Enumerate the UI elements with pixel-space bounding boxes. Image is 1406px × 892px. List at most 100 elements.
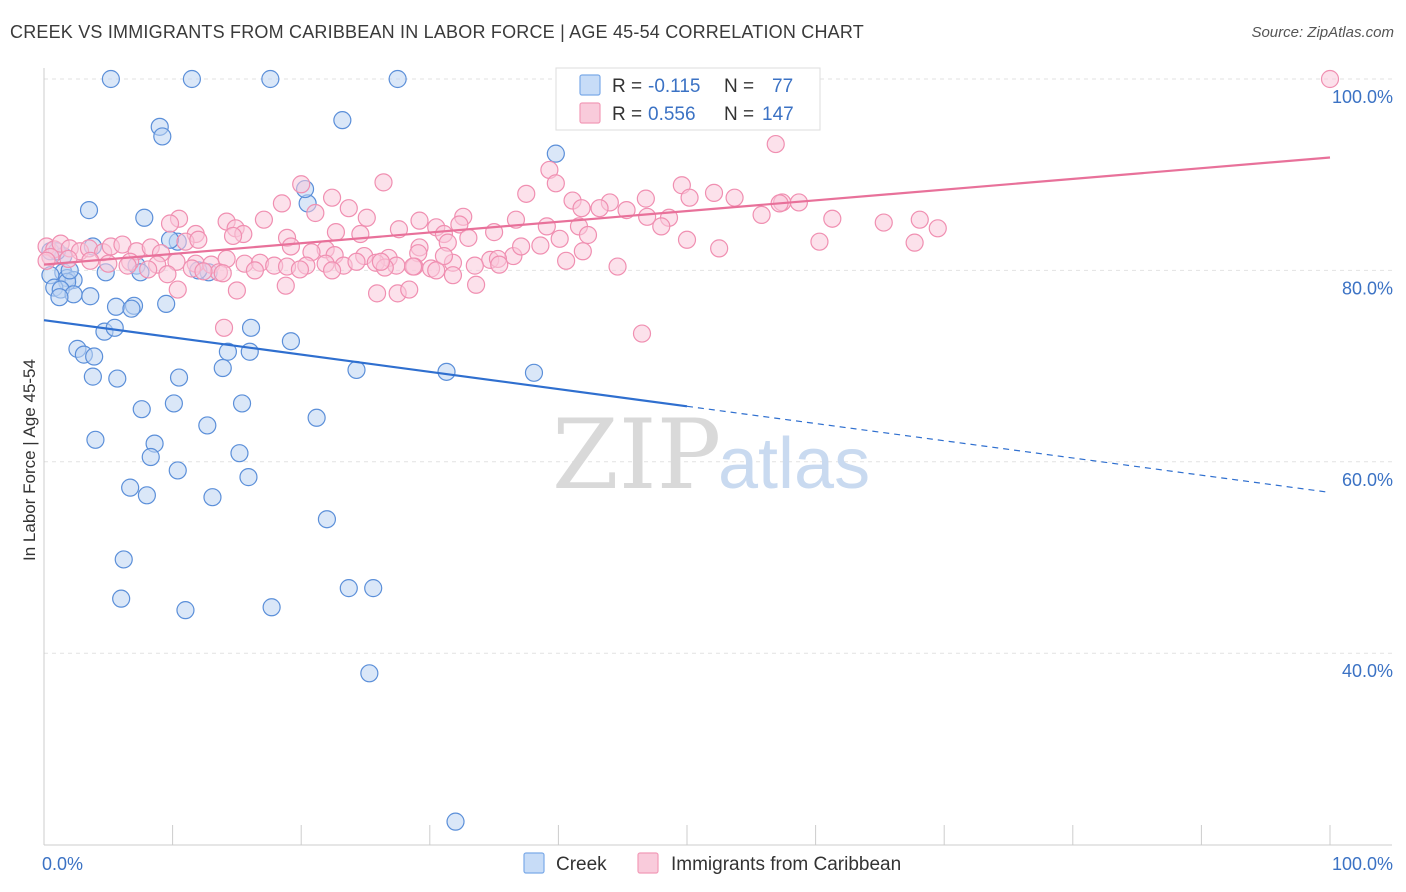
data-point bbox=[79, 201, 99, 220]
y-tick-label: 80.0% bbox=[1342, 278, 1393, 298]
data-point bbox=[351, 224, 370, 244]
legend-n-value: 77 bbox=[772, 76, 793, 97]
data-point bbox=[223, 226, 243, 246]
trend-lines bbox=[43, 156, 1331, 494]
data-point bbox=[141, 447, 160, 467]
data-point bbox=[158, 265, 177, 284]
data-point bbox=[403, 257, 423, 276]
data-point bbox=[546, 144, 565, 163]
data-point bbox=[241, 318, 261, 337]
data-point bbox=[573, 242, 592, 261]
data-point bbox=[371, 252, 391, 271]
data-point bbox=[281, 237, 301, 256]
data-point bbox=[240, 342, 259, 361]
data-point bbox=[139, 260, 158, 279]
data-point bbox=[262, 598, 281, 617]
bottom-legend-label-creek: Creek bbox=[556, 854, 607, 875]
data-point bbox=[106, 297, 126, 316]
data-point bbox=[194, 262, 213, 281]
data-point bbox=[537, 217, 556, 236]
legend-swatch-caribbean bbox=[579, 102, 601, 124]
x-tick-label-max: 100.0% bbox=[1332, 854, 1393, 874]
data-point bbox=[524, 363, 544, 382]
data-point bbox=[232, 394, 252, 413]
legend-r-value: 0.556 bbox=[648, 104, 696, 125]
data-point bbox=[578, 225, 598, 245]
data-point bbox=[272, 194, 292, 213]
data-point bbox=[490, 255, 509, 274]
bottom-legend-swatch-creek bbox=[523, 852, 545, 874]
watermark-atlas: atlas bbox=[718, 424, 870, 504]
watermark: ZIP atlas bbox=[552, 399, 870, 511]
data-point bbox=[632, 324, 652, 343]
data-point bbox=[823, 209, 842, 228]
data-point bbox=[50, 288, 69, 307]
data-point bbox=[189, 230, 208, 249]
data-point bbox=[276, 276, 295, 295]
legend-r-label: R = bbox=[612, 76, 642, 97]
data-point bbox=[114, 550, 133, 569]
data-point bbox=[572, 199, 591, 218]
data-point bbox=[112, 589, 131, 608]
data-point bbox=[101, 69, 120, 89]
data-point bbox=[347, 360, 366, 380]
data-point bbox=[910, 210, 929, 229]
data-point bbox=[169, 368, 189, 387]
data-point bbox=[160, 214, 180, 233]
data-point bbox=[292, 175, 311, 194]
data-point bbox=[108, 369, 127, 388]
data-point bbox=[339, 579, 358, 598]
y-tick-labels: 40.0% 60.0% 80.0% 100.0% bbox=[1332, 87, 1393, 681]
data-point bbox=[218, 342, 237, 361]
data-point bbox=[905, 233, 924, 252]
bottom-legend-label-caribbean: Immigrants from Caribbean bbox=[671, 854, 901, 875]
data-point bbox=[636, 189, 655, 208]
legend-n-value: 147 bbox=[762, 104, 794, 125]
data-point bbox=[617, 201, 636, 220]
legend-n-label: N = bbox=[724, 104, 754, 125]
data-point bbox=[766, 134, 785, 154]
data-point bbox=[437, 362, 456, 381]
data-point bbox=[360, 664, 379, 683]
data-point bbox=[132, 400, 151, 419]
data-point bbox=[203, 488, 222, 507]
data-point bbox=[443, 266, 463, 285]
data-point bbox=[550, 229, 569, 248]
data-point bbox=[608, 257, 627, 276]
data-point bbox=[290, 260, 310, 279]
data-point bbox=[590, 199, 609, 218]
data-point bbox=[388, 69, 407, 89]
legend-n-label: N = bbox=[724, 76, 754, 97]
data-point bbox=[710, 239, 729, 258]
data-point bbox=[427, 261, 446, 280]
data-point bbox=[410, 211, 429, 230]
data-point bbox=[364, 579, 383, 598]
data-point bbox=[725, 188, 744, 207]
trend-line-extension-creek bbox=[686, 405, 1331, 494]
data-point bbox=[182, 69, 201, 89]
data-point bbox=[459, 228, 478, 247]
data-point bbox=[306, 203, 325, 223]
data-point bbox=[121, 478, 140, 497]
data-point bbox=[322, 261, 342, 280]
data-point bbox=[213, 264, 232, 283]
data-point bbox=[339, 199, 358, 218]
data-point bbox=[677, 230, 697, 249]
data-point bbox=[326, 223, 346, 242]
top-legend: R = -0.115 N = 77 R = 0.556 N = 147 bbox=[555, 67, 821, 131]
data-point bbox=[59, 249, 78, 269]
data-point bbox=[37, 251, 56, 270]
data-point bbox=[198, 416, 217, 435]
data-point bbox=[389, 220, 409, 239]
data-point bbox=[434, 246, 454, 266]
data-point bbox=[446, 812, 465, 831]
data-point bbox=[137, 486, 156, 505]
data-point bbox=[281, 332, 301, 351]
data-points bbox=[37, 69, 1340, 831]
data-point bbox=[928, 219, 947, 238]
data-point bbox=[83, 367, 102, 386]
data-point bbox=[153, 127, 172, 146]
data-point bbox=[254, 210, 274, 229]
y-tick-label: 100.0% bbox=[1332, 87, 1393, 107]
